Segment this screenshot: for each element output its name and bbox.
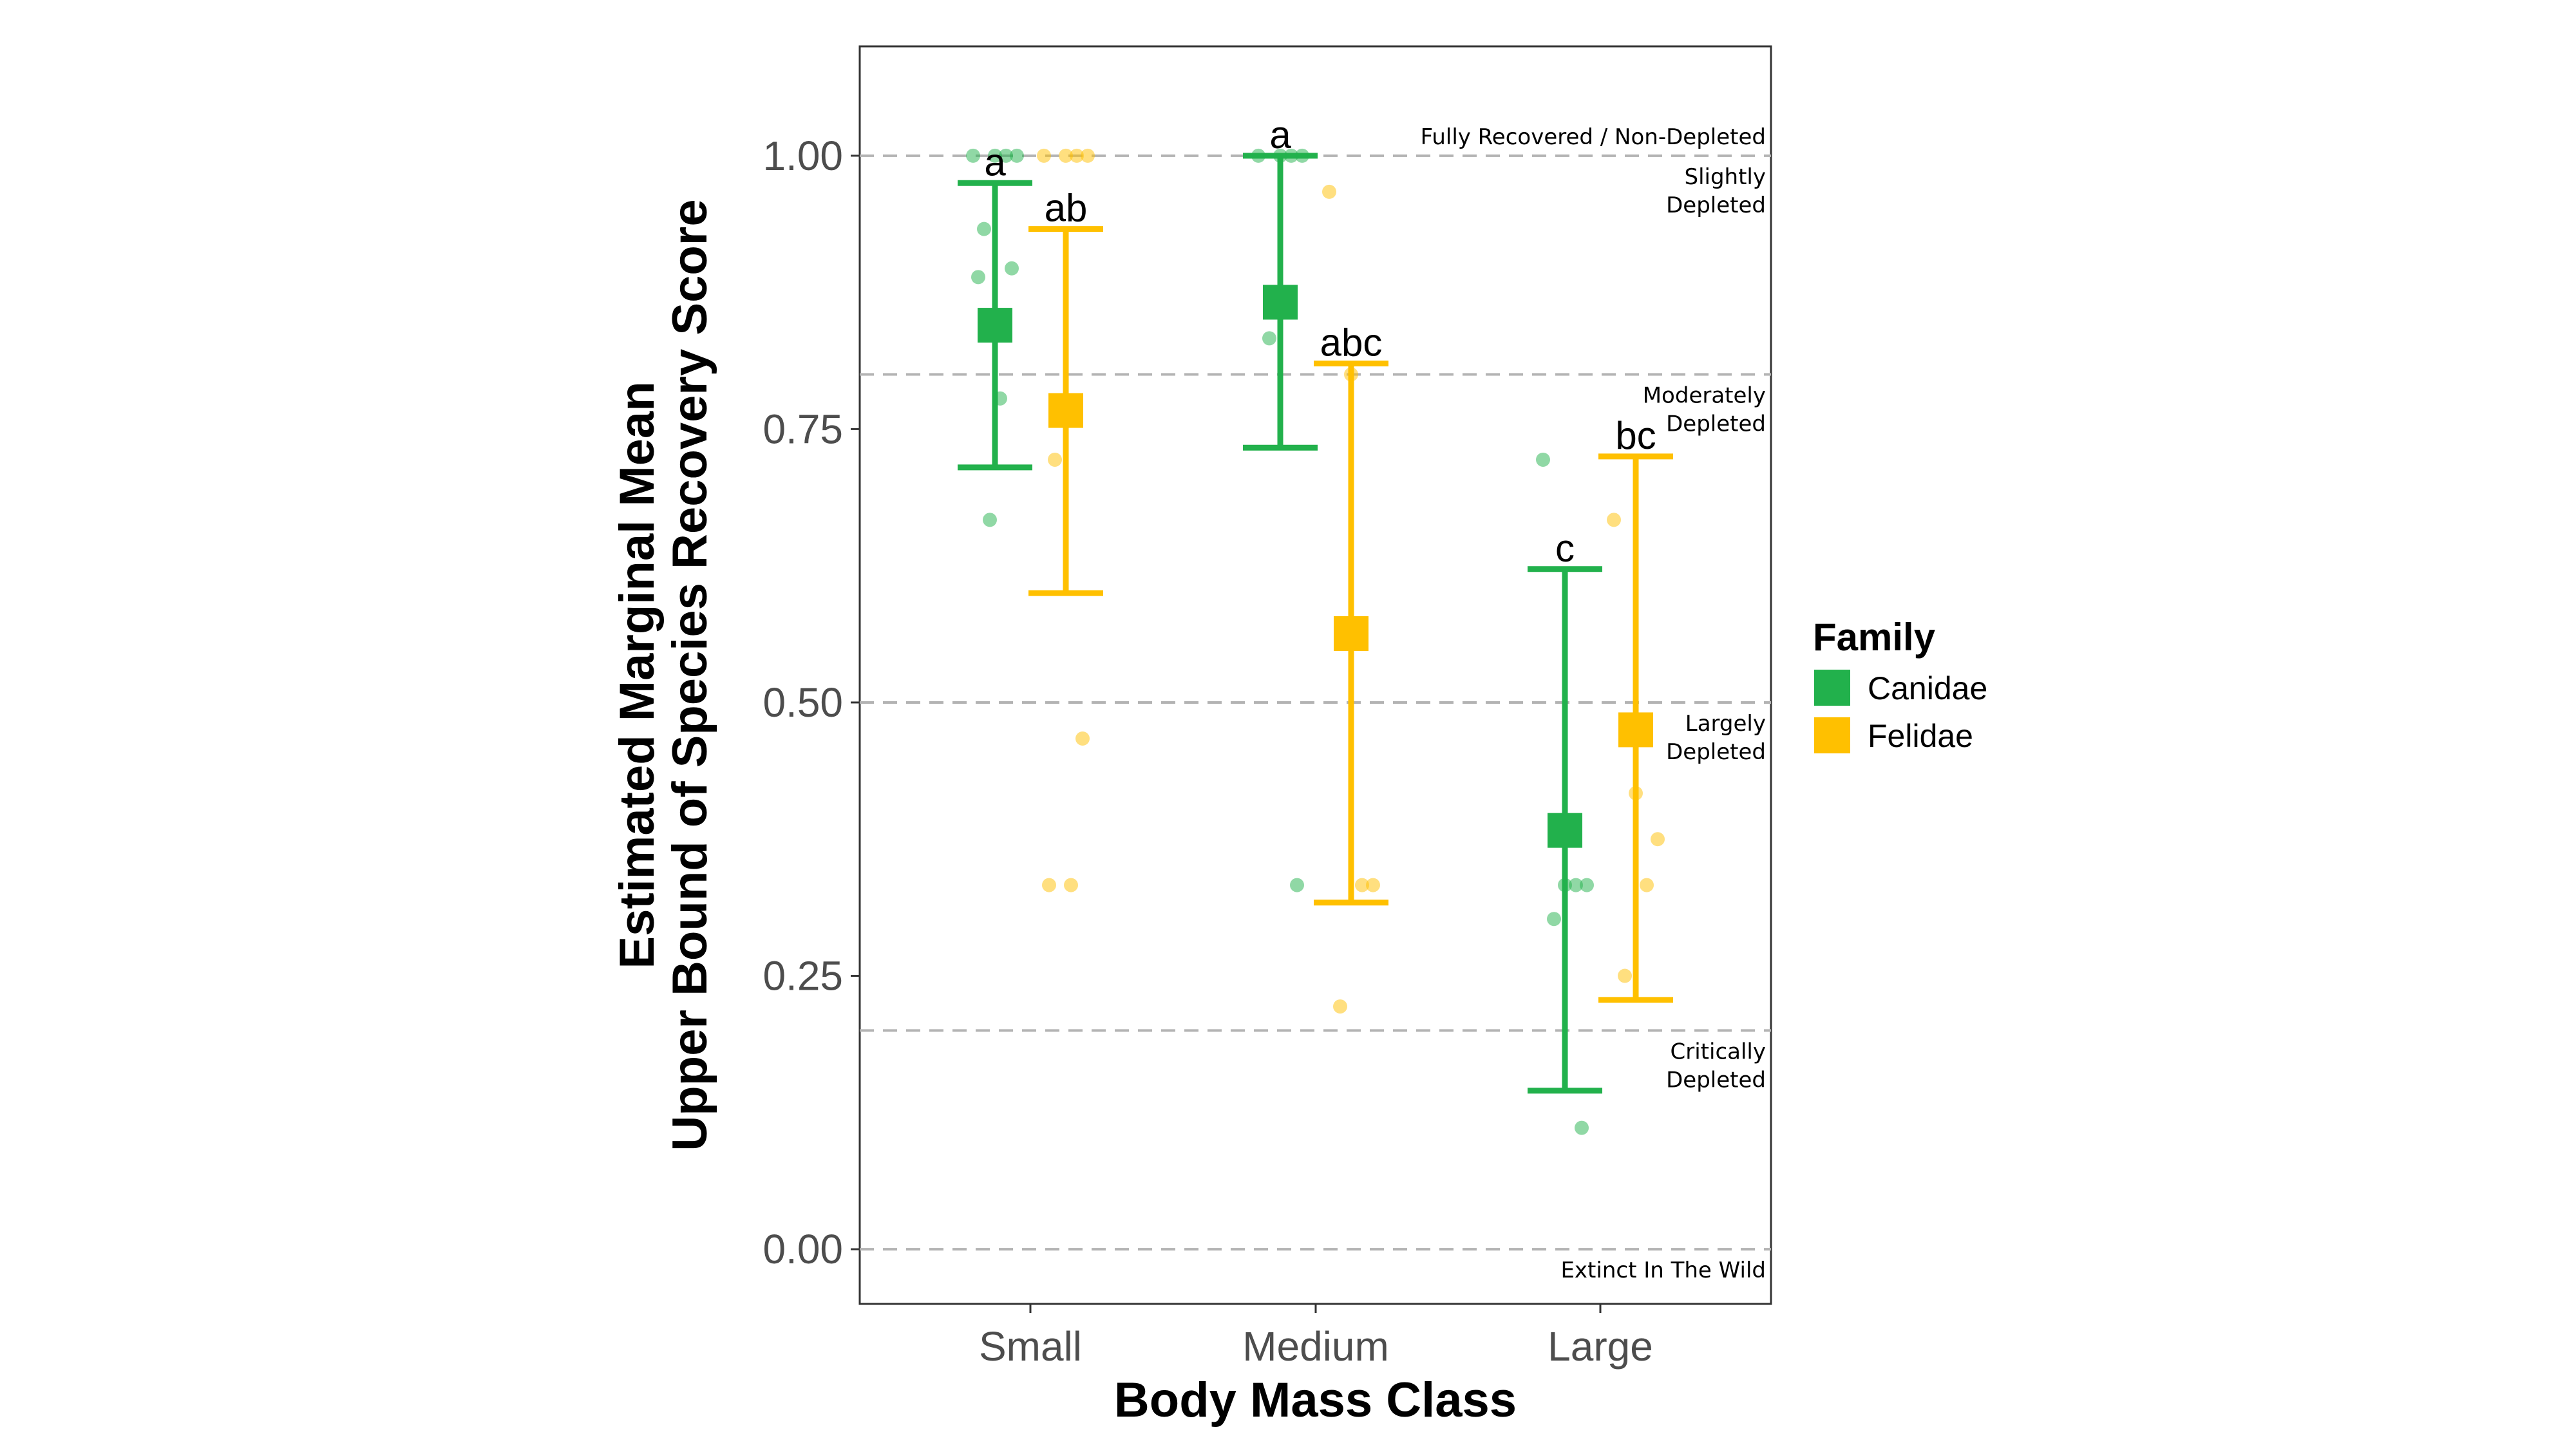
raw-data-point [1536, 452, 1550, 467]
raw-data-point [1366, 878, 1380, 892]
raw-data-point [1547, 912, 1561, 927]
reference-line-label: Depleted [1666, 739, 1766, 765]
reference-line-label: Moderately [1643, 382, 1766, 408]
reference-line-label: Largely [1685, 711, 1766, 737]
raw-data-point [1290, 878, 1304, 892]
reference-line-label: Slightly [1684, 164, 1766, 190]
raw-data-point [1081, 148, 1095, 163]
y-tick-label: 1.00 [762, 133, 843, 179]
raw-data-point [1618, 968, 1632, 983]
raw-data-point [1607, 513, 1621, 527]
raw-data-point [1640, 878, 1654, 892]
reference-line-label: Extinct In The Wild [1560, 1258, 1766, 1283]
raw-data-point [1064, 878, 1078, 892]
mean-marker [1048, 393, 1083, 428]
mean-marker [1548, 813, 1582, 848]
raw-data-point [1075, 731, 1090, 746]
reference-line-label: Fully Recovered / Non-Depleted [1421, 124, 1766, 150]
raw-data-point [1037, 148, 1051, 163]
mean-marker [1334, 616, 1368, 651]
significance-letter: a [1269, 113, 1291, 156]
raw-data-point [1042, 878, 1056, 892]
y-tick-label: 0.75 [762, 406, 843, 452]
legend-label: Canidae [1868, 670, 1987, 706]
legend-key [1814, 670, 1850, 706]
y-axis-title: Estimated Marginal MeanUpper Bound of Sp… [610, 199, 717, 1151]
raw-data-point [1333, 999, 1347, 1014]
legend-key [1814, 717, 1850, 753]
significance-letter: ab [1045, 187, 1088, 230]
raw-data-point [971, 270, 985, 285]
reference-line-label: Depleted [1666, 411, 1766, 437]
significance-letter: c [1555, 527, 1575, 570]
raw-data-point [1005, 261, 1019, 276]
reference-line-label: Depleted [1666, 193, 1766, 218]
raw-data-point [1575, 1120, 1589, 1135]
raw-data-point [999, 148, 1013, 163]
raw-data-point [1262, 331, 1276, 346]
y-axis-title-line: Upper Bound of Species Recovery Score [663, 199, 717, 1151]
raw-data-point [1070, 148, 1084, 163]
raw-data-point [1322, 184, 1336, 199]
labels-layer: Fully Recovered / Non-Depleted Slightly De… [610, 113, 1766, 1428]
raw-data-point [1651, 832, 1665, 847]
raw-data-point [1569, 878, 1583, 892]
x-tick-label: Large [1548, 1323, 1653, 1370]
raw-data-point [1580, 878, 1594, 892]
mean-marker [1263, 285, 1298, 320]
raw-data-point [1010, 148, 1024, 163]
x-axis-title: Body Mass Class [1114, 1373, 1517, 1428]
y-axis-title-line: Estimated Marginal Mean [610, 381, 665, 968]
significance-letter: bc [1615, 414, 1656, 457]
error-bars-layer [958, 153, 1673, 1094]
legend: Family Canidae Felidae [1813, 616, 1987, 754]
y-tick-label: 0.25 [762, 953, 843, 999]
raw-data-point [1048, 452, 1062, 467]
raw-data-point [988, 148, 1002, 163]
raw-points-layer [966, 148, 1665, 1135]
legend-title: Family [1813, 616, 1936, 659]
y-tick-label: 0.50 [762, 679, 843, 726]
reference-line-label: Depleted [1666, 1067, 1766, 1093]
mean-marker [978, 308, 1012, 343]
legend-label: Felidae [1868, 718, 1973, 754]
significance-letter: abc [1320, 321, 1383, 364]
reference-line-label: Critically [1671, 1039, 1766, 1064]
mean-marker [1618, 712, 1653, 748]
x-tick-label: Small [979, 1323, 1082, 1370]
y-tick-label: 0.00 [762, 1226, 843, 1272]
raw-data-point [983, 513, 997, 527]
raw-data-point [966, 148, 980, 163]
raw-data-point [1059, 148, 1073, 163]
significance-letter: a [984, 140, 1006, 184]
raw-data-point [977, 222, 991, 236]
x-tick-label: Medium [1242, 1323, 1389, 1370]
raw-data-point [1355, 878, 1369, 892]
